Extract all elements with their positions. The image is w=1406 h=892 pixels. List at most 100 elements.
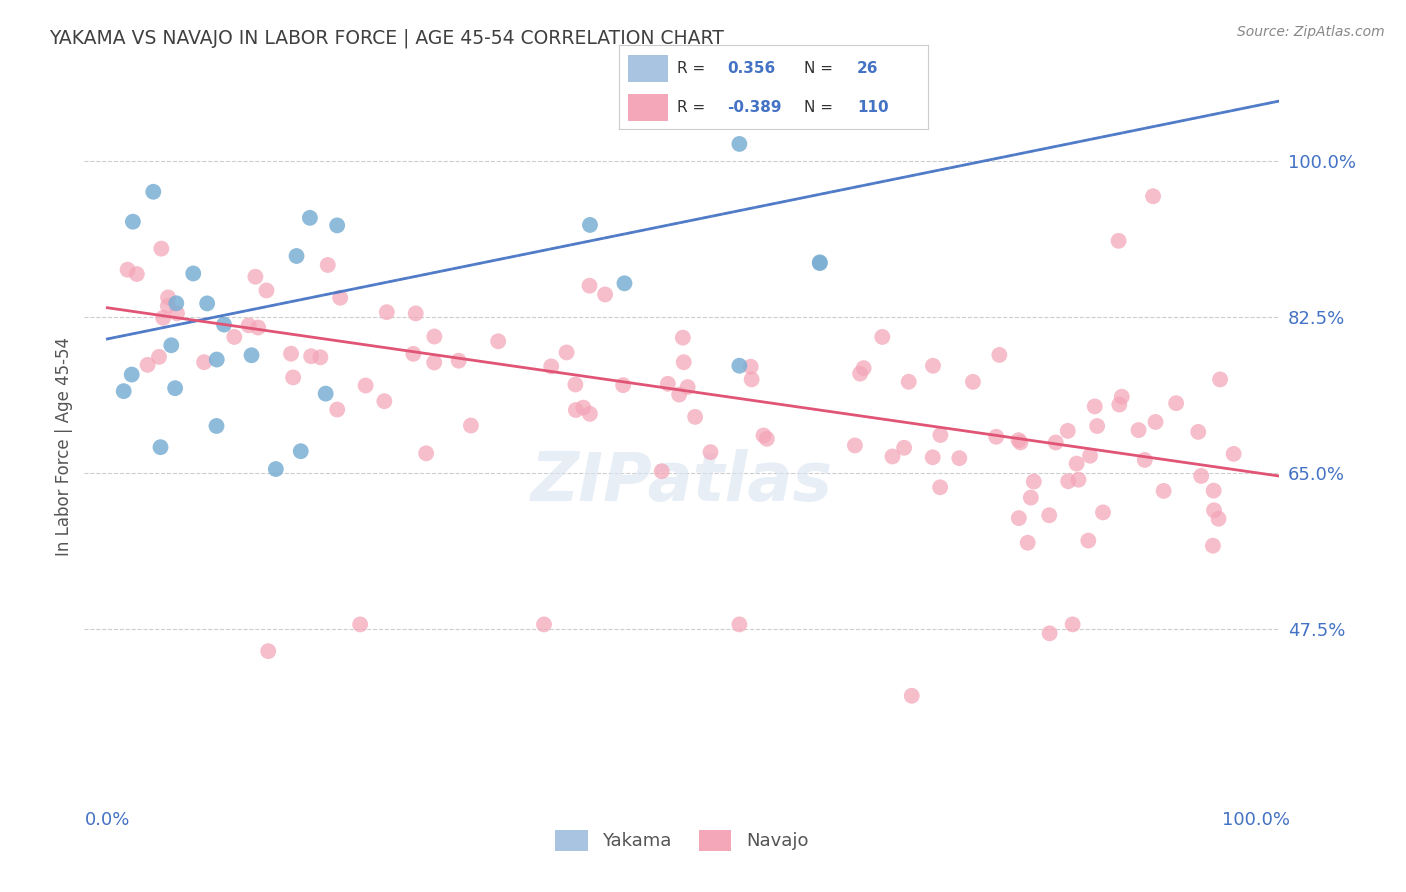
Point [1202, 483, 1225, 498]
Point [148, 350, 170, 364]
Point [755, 432, 778, 446]
Point [579, 407, 602, 421]
Point [1022, 475, 1045, 489]
Point [415, 446, 437, 460]
Point [150, 242, 173, 256]
Point [247, 320, 270, 334]
Text: 26: 26 [856, 61, 879, 76]
Point [373, 394, 395, 409]
Point [900, 689, 922, 703]
Point [1045, 435, 1067, 450]
Point [205, 352, 228, 367]
Point [844, 438, 866, 452]
Point [1084, 400, 1107, 414]
Point [1222, 447, 1244, 461]
Point [375, 305, 398, 319]
Point [948, 451, 970, 466]
Point [921, 450, 943, 465]
Text: 0.356: 0.356 [727, 61, 775, 76]
Point [1202, 503, 1225, 517]
Text: 110: 110 [856, 100, 889, 115]
Text: N =: N = [804, 61, 838, 76]
Point [676, 380, 699, 394]
Point [256, 284, 278, 298]
Point [672, 331, 695, 345]
Point [486, 334, 509, 349]
Point [882, 450, 904, 464]
Point [447, 353, 470, 368]
Point [121, 368, 143, 382]
Point [316, 258, 339, 272]
Point [1017, 535, 1039, 549]
Point [149, 440, 172, 454]
Point [672, 355, 695, 369]
Point [1085, 419, 1108, 434]
Point [238, 318, 260, 333]
Point [166, 306, 188, 320]
Point [849, 367, 872, 381]
Point [752, 428, 775, 442]
Point [117, 262, 139, 277]
Point [728, 617, 751, 632]
Text: N =: N = [804, 100, 838, 115]
Point [125, 267, 148, 281]
Point [1007, 433, 1029, 447]
Point [405, 306, 427, 320]
Point [1091, 505, 1114, 519]
Point [1057, 474, 1080, 488]
Text: R =: R = [678, 100, 710, 115]
Point [572, 401, 595, 415]
Point [988, 348, 1011, 362]
Point [1133, 453, 1156, 467]
Point [741, 372, 763, 386]
Point [152, 310, 174, 325]
Point [193, 355, 215, 369]
Point [962, 375, 984, 389]
Point [165, 296, 187, 310]
Point [612, 378, 634, 392]
Point [1166, 396, 1188, 410]
Point [1008, 511, 1031, 525]
Point [402, 347, 425, 361]
Point [808, 256, 831, 270]
Point [142, 185, 165, 199]
Point [290, 444, 312, 458]
Point [257, 644, 280, 658]
Point [593, 287, 616, 301]
Point [326, 402, 349, 417]
Point [1038, 508, 1060, 523]
Point [423, 329, 446, 343]
Point [929, 480, 952, 494]
Point [1144, 415, 1167, 429]
Point [136, 358, 159, 372]
Point [564, 377, 586, 392]
Point [224, 330, 246, 344]
Point [533, 617, 555, 632]
Point [540, 359, 562, 374]
Point [1208, 512, 1230, 526]
Text: R =: R = [678, 61, 710, 76]
Point [1111, 390, 1133, 404]
Point [651, 464, 673, 478]
Point [897, 375, 920, 389]
Point [613, 277, 636, 291]
Point [1142, 189, 1164, 203]
Point [1062, 617, 1084, 632]
Point [349, 617, 371, 632]
Point [112, 384, 135, 399]
Point [281, 370, 304, 384]
Point [299, 349, 322, 363]
Point [808, 255, 831, 269]
Point [309, 351, 332, 365]
Point [1108, 234, 1130, 248]
Point [1187, 425, 1209, 439]
Point [728, 359, 751, 373]
Point [157, 290, 180, 304]
Point [872, 330, 894, 344]
Point [852, 361, 875, 376]
Point [929, 428, 952, 442]
Point [285, 249, 308, 263]
Point [326, 219, 349, 233]
Point [1066, 457, 1088, 471]
Point [240, 348, 263, 362]
